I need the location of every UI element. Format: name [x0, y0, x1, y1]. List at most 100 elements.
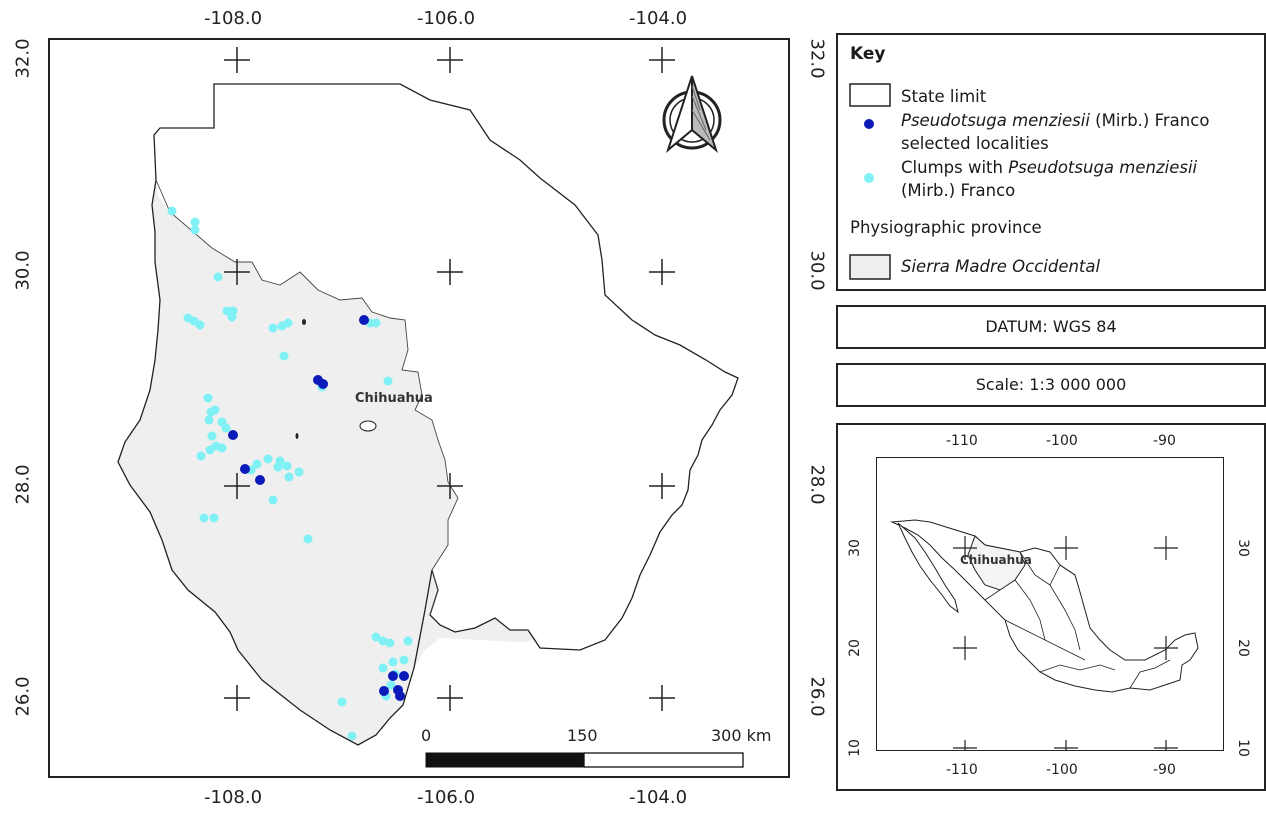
north-arrow	[662, 75, 722, 153]
state-outline	[117, 83, 739, 746]
clump-point	[217, 443, 227, 453]
clump-point	[213, 272, 223, 282]
scale-label-mid: 150	[567, 726, 598, 745]
clump-point	[371, 632, 381, 642]
bottom-tick-label: -106.0	[417, 787, 476, 808]
clump-point	[205, 445, 215, 455]
clump-point	[268, 495, 278, 505]
clump-point	[203, 393, 213, 403]
inset-top-tick: -110	[946, 433, 978, 449]
selected-point	[228, 430, 238, 440]
inset-right-tick: 20	[1234, 639, 1251, 657]
legend-clumps-species: Pseudotsuga menziesii	[1008, 158, 1198, 177]
clump-point	[167, 206, 177, 216]
clump-point	[209, 513, 219, 523]
clump-point	[399, 655, 409, 665]
mexico-outline	[890, 519, 1199, 693]
clump-point	[386, 680, 396, 690]
inset-right-tick: 10	[1234, 739, 1251, 757]
inset-left-tick: 20	[846, 639, 863, 657]
selected-point	[395, 691, 405, 701]
clump-point	[294, 467, 304, 477]
scale-text: Scale: 1:3 000 000	[975, 375, 1127, 394]
clump-point	[227, 312, 237, 322]
clump-point	[303, 534, 313, 544]
selected-point	[240, 464, 250, 474]
clump-point	[190, 225, 200, 235]
scale-box: Scale: 1:3 000 000	[836, 363, 1266, 407]
selected-point	[379, 686, 389, 696]
inset-top-tick: -100	[1046, 433, 1078, 449]
clump-point	[199, 513, 209, 523]
selected-point	[359, 315, 369, 325]
clump-point	[378, 636, 388, 646]
lake-marker	[302, 319, 306, 325]
graticule-crosses	[224, 47, 675, 711]
legend-selected-line2: selected localities	[901, 134, 1049, 153]
legend-selected-species: Pseudotsuga menziesii	[901, 111, 1090, 130]
legend-clumps: Clumps with Pseudotsuga menziesii (Mirb.…	[901, 156, 1197, 202]
datum-text: DATUM: WGS 84	[985, 317, 1117, 336]
city-label: Chihuahua	[355, 391, 433, 406]
top-tick-label: -104.0	[629, 8, 688, 29]
clump-point	[282, 461, 292, 471]
inset-left-tick: 10	[846, 739, 863, 757]
scale-bar	[425, 752, 744, 768]
selected-point	[388, 671, 398, 681]
clump-point	[385, 638, 395, 648]
scale-label-0: 0	[421, 726, 432, 745]
scale-label-end: 300 km	[711, 726, 772, 745]
bottom-tick-label: -104.0	[629, 787, 688, 808]
clump-point	[279, 351, 289, 361]
state-limit-swatch	[849, 83, 891, 107]
selected-points	[228, 315, 409, 701]
sierra-swatch	[849, 254, 891, 280]
clump-point	[263, 454, 273, 464]
legend-selected-rest: (Mirb.) Franco	[1089, 111, 1210, 130]
inset-right-tick: 30	[1234, 539, 1251, 557]
bottom-tick-label: -108.0	[204, 787, 263, 808]
clump-point	[204, 415, 214, 425]
inset-label: Chihuahua	[960, 553, 1032, 567]
clump-point	[207, 431, 217, 441]
inset-top-tick: -90	[1153, 433, 1176, 449]
sierra-boundary-line	[155, 179, 459, 616]
clump-point	[252, 459, 262, 469]
clump-point	[337, 697, 347, 707]
clump-point	[268, 323, 278, 333]
legend-title: Key	[850, 44, 886, 64]
inset-state-lines	[984, 551, 1171, 689]
clump-point	[388, 657, 398, 667]
inset-crosses	[953, 536, 1178, 751]
top-tick-label: -108.0	[204, 8, 263, 29]
inset-bottom-tick: -100	[1046, 762, 1078, 778]
inset-bottom-tick: -90	[1153, 762, 1176, 778]
clump-point	[196, 451, 206, 461]
clumps-swatch	[864, 173, 874, 183]
datum-box: DATUM: WGS 84	[836, 305, 1266, 349]
baja-outline	[897, 522, 959, 614]
selected-point	[255, 475, 265, 485]
legend-physio-heading: Physiographic province	[850, 218, 1042, 237]
clump-point	[378, 663, 388, 673]
lake-marker	[359, 420, 377, 432]
clump-point	[371, 318, 381, 328]
clump-point	[383, 376, 393, 386]
selected-point	[399, 671, 409, 681]
clump-point	[283, 318, 293, 328]
top-tick-label: -106.0	[417, 8, 476, 29]
clump-point	[195, 320, 205, 330]
selected-point	[318, 379, 328, 389]
legend-selected: Pseudotsuga menziesii (Mirb.) Franco sel…	[901, 109, 1209, 155]
clump-point	[221, 423, 231, 433]
inset-left-tick: 30	[846, 539, 863, 557]
selected-swatch	[864, 119, 874, 129]
legend-box	[836, 33, 1266, 291]
clump-point	[210, 405, 220, 415]
clump-point	[284, 472, 294, 482]
legend-clumps-line2: (Mirb.) Franco	[901, 181, 1016, 200]
inset-bottom-tick: -110	[946, 762, 978, 778]
